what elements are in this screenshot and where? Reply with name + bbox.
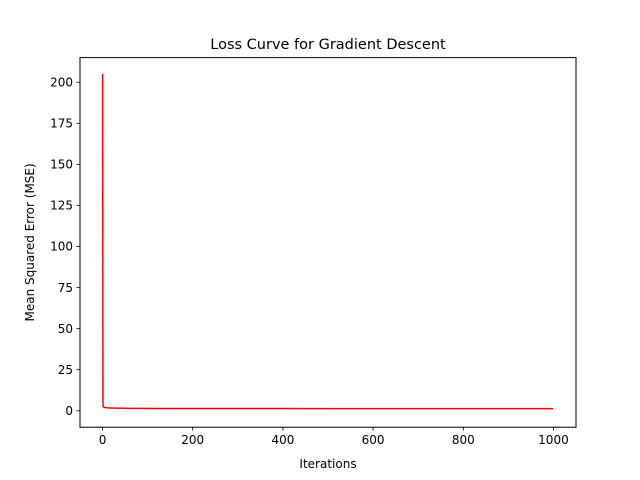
y-tick-label: 0 — [65, 404, 73, 418]
x-axis-label: Iterations — [299, 457, 356, 471]
x-tick-label: 600 — [362, 433, 385, 447]
y-tick-label: 25 — [58, 363, 73, 377]
y-tick-label: 200 — [50, 75, 73, 89]
chart-title: Loss Curve for Gradient Descent — [210, 37, 446, 53]
loss-series-line-0 — [101, 74, 553, 410]
y-tick-label: 100 — [50, 240, 73, 254]
y-tick-label: 175 — [50, 117, 73, 131]
x-tick-label: 1000 — [538, 433, 569, 447]
x-tick-label: 0 — [99, 433, 107, 447]
plot-frame — [79, 57, 577, 428]
x-tick-label: 200 — [181, 433, 204, 447]
y-axis-ticks: 0 25 50 75 100 125 150 175 200 — [50, 75, 80, 418]
y-tick-label: 75 — [58, 281, 73, 295]
y-tick-label: 50 — [58, 322, 73, 336]
y-tick-label: 125 — [50, 199, 73, 213]
y-tick-label: 150 — [50, 158, 73, 172]
x-tick-label: 400 — [271, 433, 294, 447]
x-tick-label: 800 — [452, 433, 475, 447]
x-axis-ticks: 0 200 400 600 800 1000 — [99, 427, 569, 447]
y-axis-label: Mean Squared Error (MSE) — [23, 163, 37, 321]
